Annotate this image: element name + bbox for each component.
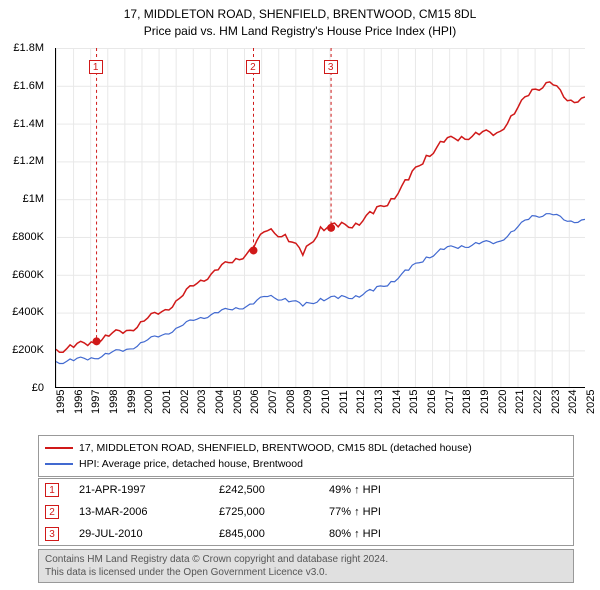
legend-label: 17, MIDDLETON ROAD, SHENFIELD, BRENTWOOD…: [79, 442, 472, 454]
transaction-number: 1: [45, 483, 59, 497]
x-tick-label: 2003: [196, 390, 208, 414]
y-tick-label: £200K: [12, 344, 44, 356]
chart-svg: [56, 48, 585, 387]
legend-label: HPI: Average price, detached house, Bren…: [79, 458, 303, 470]
transaction-row: 1 21-APR-1997£242,50049% ↑ HPI: [39, 479, 573, 501]
x-tick-label: 2011: [338, 390, 350, 414]
plot-area: [55, 48, 585, 388]
transaction-price: £725,000: [219, 506, 329, 518]
y-tick-label: £1.2M: [13, 155, 44, 167]
marker-dot: [327, 224, 335, 232]
x-tick-label: 2018: [461, 390, 473, 414]
y-tick-label: £400K: [12, 306, 44, 318]
title-line-2: Price paid vs. HM Land Registry's House …: [0, 23, 600, 40]
transaction-number: 3: [45, 527, 59, 541]
transaction-date: 21-APR-1997: [79, 484, 219, 496]
transaction-row: 2 13-MAR-2006£725,00077% ↑ HPI: [39, 501, 573, 523]
transaction-date: 13-MAR-2006: [79, 506, 219, 518]
transaction-date: 29-JUL-2010: [79, 528, 219, 540]
x-tick-label: 2010: [320, 390, 332, 414]
transaction-price: £845,000: [219, 528, 329, 540]
x-axis-labels: 1995 1996 1997 1998 1999 2000 2001 2002 2003 2004…: [55, 390, 585, 435]
legend: 17, MIDDLETON ROAD, SHENFIELD, BRENTWOOD…: [38, 435, 574, 477]
x-tick-label: 1995: [55, 390, 67, 414]
marker-number: 3: [324, 60, 338, 74]
footer-line-2: This data is licensed under the Open Gov…: [45, 566, 567, 579]
x-tick-label: 2001: [161, 390, 173, 414]
x-tick-label: 2023: [550, 390, 562, 414]
marker-dot: [93, 337, 101, 345]
y-tick-label: £1.8M: [13, 42, 44, 54]
x-tick-label: 2012: [355, 390, 367, 414]
x-tick-label: 1999: [126, 390, 138, 414]
x-tick-label: 1996: [73, 390, 85, 414]
x-tick-label: 2002: [179, 390, 191, 414]
y-tick-label: £1.6M: [13, 80, 44, 92]
footer-line-1: Contains HM Land Registry data © Crown c…: [45, 553, 567, 566]
x-tick-label: 2024: [567, 390, 579, 414]
title-line-1: 17, MIDDLETON ROAD, SHENFIELD, BRENTWOOD…: [0, 6, 600, 23]
series-property: [56, 82, 585, 352]
y-tick-label: £0: [32, 382, 44, 394]
transaction-hpi: 77% ↑ HPI: [329, 506, 567, 518]
x-tick-label: 2014: [391, 390, 403, 414]
y-tick-label: £600K: [12, 269, 44, 281]
y-tick-label: £1.4M: [13, 118, 44, 130]
y-tick-label: £800K: [12, 231, 44, 243]
x-tick-label: 2000: [143, 390, 155, 414]
transaction-row: 3 29-JUL-2010£845,00080% ↑ HPI: [39, 523, 573, 545]
transactions-table: 1 21-APR-1997£242,50049% ↑ HPI 2 13-MAR-200…: [38, 478, 574, 546]
x-tick-label: 2020: [497, 390, 509, 414]
x-tick-label: 2007: [267, 390, 279, 414]
legend-swatch: [45, 463, 73, 465]
transaction-number: 2: [45, 505, 59, 519]
x-tick-label: 2025: [585, 390, 597, 414]
x-tick-label: 2005: [232, 390, 244, 414]
x-tick-label: 1997: [90, 390, 102, 414]
x-tick-label: 2004: [214, 390, 226, 414]
legend-swatch: [45, 447, 73, 449]
x-tick-label: 2017: [444, 390, 456, 414]
x-tick-label: 2006: [249, 390, 261, 414]
transaction-hpi: 49% ↑ HPI: [329, 484, 567, 496]
chart-container: 17, MIDDLETON ROAD, SHENFIELD, BRENTWOOD…: [0, 0, 600, 590]
legend-item: 17, MIDDLETON ROAD, SHENFIELD, BRENTWOOD…: [45, 440, 567, 456]
x-tick-label: 1998: [108, 390, 120, 414]
chart-title: 17, MIDDLETON ROAD, SHENFIELD, BRENTWOOD…: [0, 0, 600, 42]
x-tick-label: 2019: [479, 390, 491, 414]
y-axis-labels: £0£200K£400K£600K£800K£1M£1.2M£1.4M£1.6M…: [0, 48, 50, 388]
marker-dot: [250, 246, 258, 254]
transaction-price: £242,500: [219, 484, 329, 496]
marker-number: 1: [89, 60, 103, 74]
x-tick-label: 2016: [426, 390, 438, 414]
series-hpi: [56, 214, 585, 364]
footer-attribution: Contains HM Land Registry data © Crown c…: [38, 549, 574, 583]
x-tick-label: 2009: [302, 390, 314, 414]
marker-number: 2: [246, 60, 260, 74]
x-tick-label: 2022: [532, 390, 544, 414]
x-tick-label: 2013: [373, 390, 385, 414]
x-tick-label: 2015: [408, 390, 420, 414]
x-tick-label: 2008: [285, 390, 297, 414]
legend-item: HPI: Average price, detached house, Bren…: [45, 456, 567, 472]
x-tick-label: 2021: [514, 390, 526, 414]
transaction-hpi: 80% ↑ HPI: [329, 528, 567, 540]
y-tick-label: £1M: [23, 193, 44, 205]
